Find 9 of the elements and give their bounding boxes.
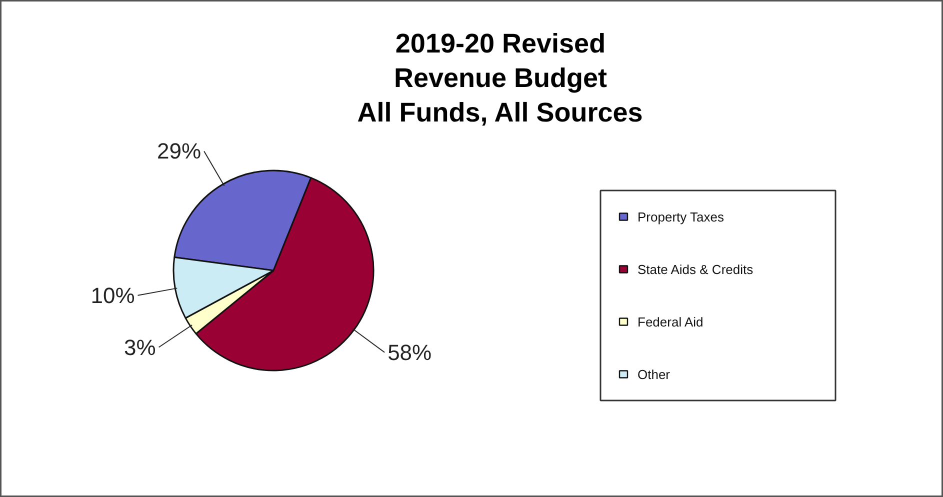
legend-label: Other (638, 366, 671, 382)
data-label: 29% (157, 138, 202, 164)
data-label: 3% (124, 334, 156, 360)
data-label: 58% (388, 340, 432, 365)
legend-label: State Aids & Credits (638, 262, 754, 277)
data-label: 10% (90, 282, 135, 308)
legend-label: Property Taxes (638, 209, 724, 224)
chart-title: 2019-20 Revised Revenue Budget All Funds, All Sources (357, 28, 643, 128)
legend-label: Federal Aid (638, 314, 704, 330)
